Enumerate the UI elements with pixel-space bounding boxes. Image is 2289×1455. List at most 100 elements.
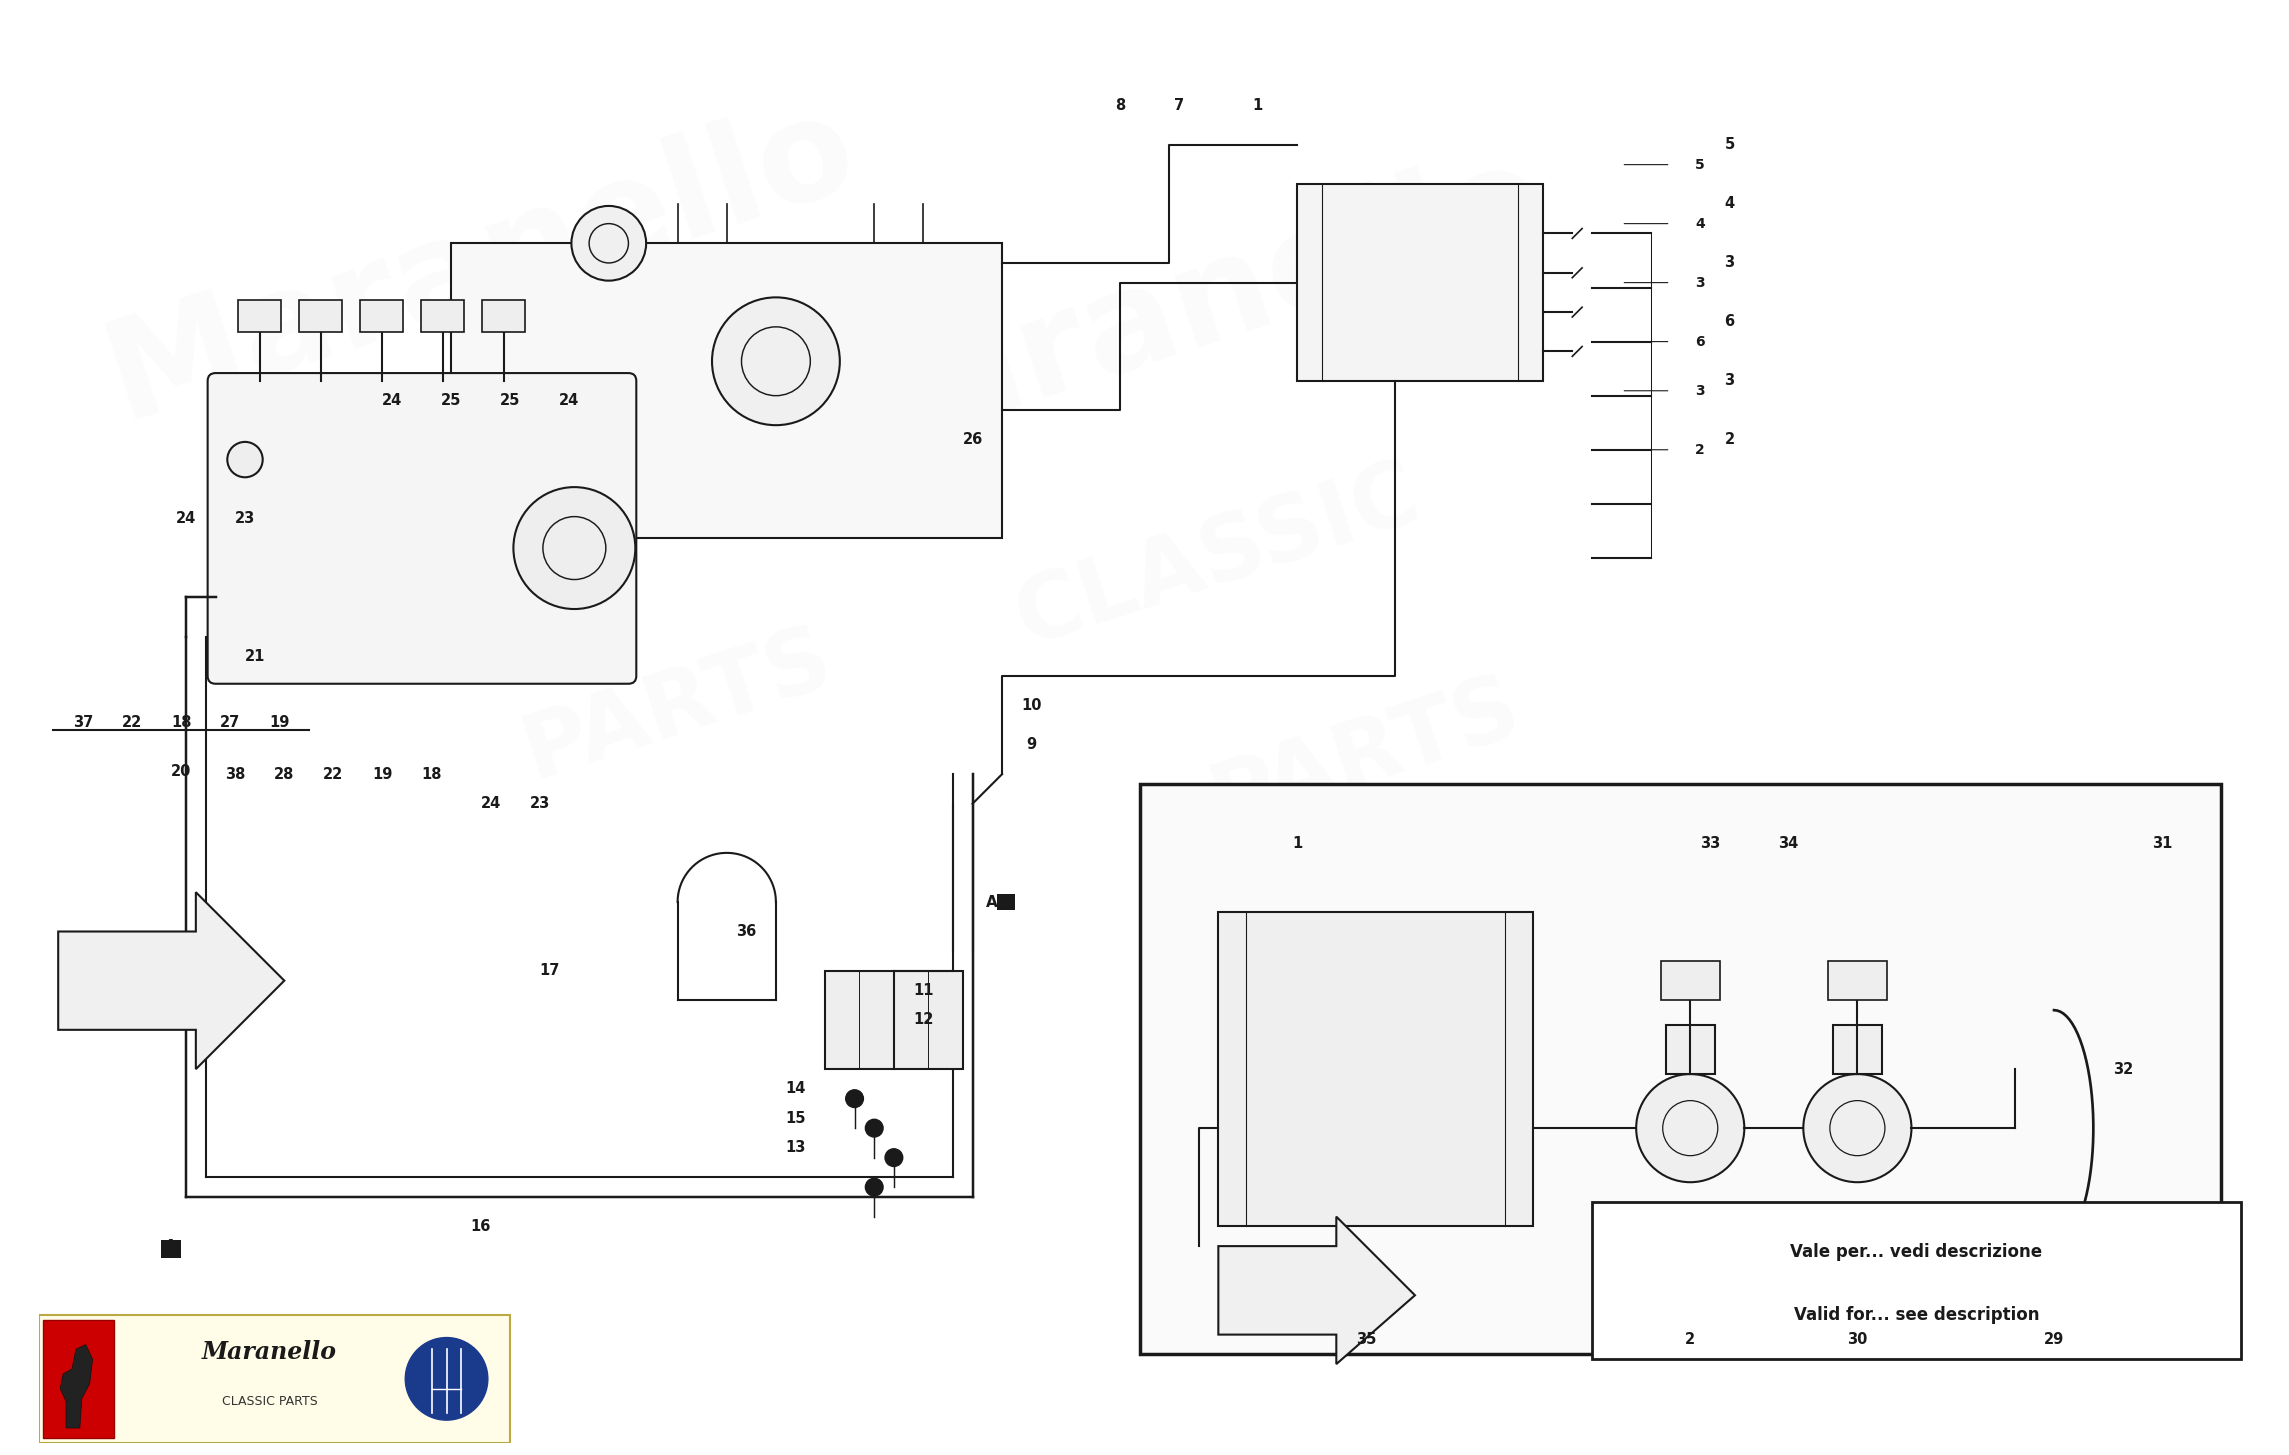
Text: CLASSIC PARTS: CLASSIC PARTS bbox=[222, 1395, 318, 1408]
Text: 13: 13 bbox=[785, 1141, 806, 1155]
Text: Maranello: Maranello bbox=[89, 79, 872, 447]
Text: 6: 6 bbox=[1696, 335, 1705, 349]
Circle shape bbox=[227, 442, 263, 477]
Text: 21: 21 bbox=[245, 649, 266, 663]
Text: 20: 20 bbox=[172, 764, 192, 780]
Text: 28: 28 bbox=[275, 767, 295, 781]
Bar bbox=[483, 300, 524, 332]
Circle shape bbox=[865, 1179, 884, 1196]
Bar bbox=[421, 300, 465, 332]
FancyBboxPatch shape bbox=[208, 372, 636, 684]
Text: 3: 3 bbox=[1724, 374, 1735, 388]
Text: 1: 1 bbox=[1291, 835, 1302, 851]
Text: 16: 16 bbox=[472, 1219, 492, 1234]
Text: 34: 34 bbox=[1779, 835, 1799, 851]
Bar bbox=[39, 1315, 510, 1443]
Bar bbox=[359, 300, 403, 332]
Text: 6: 6 bbox=[1724, 314, 1735, 329]
Bar bbox=[1140, 784, 2220, 1355]
Text: 4: 4 bbox=[1724, 196, 1735, 211]
Text: 9: 9 bbox=[1025, 738, 1037, 752]
Text: 26: 26 bbox=[961, 432, 982, 448]
Bar bbox=[238, 300, 282, 332]
Bar bbox=[1298, 185, 1543, 381]
Bar bbox=[300, 300, 343, 332]
Circle shape bbox=[1637, 1074, 1744, 1183]
Bar bbox=[1666, 1024, 1714, 1074]
Text: CLASSIC: CLASSIC bbox=[1005, 451, 1431, 665]
Text: 18: 18 bbox=[172, 714, 192, 730]
Text: 30: 30 bbox=[1847, 1331, 1868, 1347]
Bar bbox=[1833, 1024, 1882, 1074]
Polygon shape bbox=[451, 243, 1003, 538]
Bar bbox=[1218, 912, 1534, 1227]
Text: 18: 18 bbox=[421, 767, 442, 781]
Text: 22: 22 bbox=[121, 714, 142, 730]
Text: 23: 23 bbox=[236, 511, 254, 527]
Text: PARTS: PARTS bbox=[513, 614, 842, 797]
Text: 19: 19 bbox=[270, 714, 291, 730]
Text: 2: 2 bbox=[1724, 432, 1735, 448]
Bar bbox=[998, 895, 1014, 909]
Text: 27: 27 bbox=[220, 714, 240, 730]
Bar bbox=[1591, 1202, 2241, 1359]
Circle shape bbox=[886, 1149, 902, 1167]
Text: 2: 2 bbox=[1696, 442, 1705, 457]
Bar bbox=[43, 1320, 114, 1438]
Text: 3: 3 bbox=[1696, 384, 1705, 397]
Bar bbox=[163, 1240, 181, 1259]
Text: 7: 7 bbox=[1174, 97, 1183, 113]
Text: 3: 3 bbox=[1696, 275, 1705, 290]
Text: 14: 14 bbox=[785, 1081, 806, 1096]
Polygon shape bbox=[1218, 1216, 1415, 1365]
Text: PARTS: PARTS bbox=[1199, 663, 1531, 845]
Text: 24: 24 bbox=[559, 393, 579, 407]
Text: 22: 22 bbox=[323, 767, 343, 781]
Circle shape bbox=[405, 1337, 488, 1420]
Circle shape bbox=[513, 487, 636, 610]
Text: 31: 31 bbox=[2152, 835, 2172, 851]
Text: 11: 11 bbox=[913, 984, 934, 998]
Text: 38: 38 bbox=[224, 767, 245, 781]
Text: CLASSIC: CLASSIC bbox=[318, 402, 744, 615]
Circle shape bbox=[1804, 1074, 1911, 1183]
Text: 17: 17 bbox=[540, 963, 561, 978]
Text: 24: 24 bbox=[382, 393, 403, 407]
Text: 24: 24 bbox=[481, 796, 501, 812]
Polygon shape bbox=[60, 1344, 92, 1427]
Polygon shape bbox=[57, 892, 284, 1069]
Text: 5: 5 bbox=[1724, 137, 1735, 153]
Text: 23: 23 bbox=[529, 796, 549, 812]
Circle shape bbox=[865, 1119, 884, 1136]
Text: Valid for... see description: Valid for... see description bbox=[1795, 1307, 2039, 1324]
Text: A: A bbox=[987, 895, 998, 909]
Bar bbox=[1829, 960, 1886, 1001]
Text: 19: 19 bbox=[373, 767, 394, 781]
Text: 24: 24 bbox=[176, 511, 197, 527]
Text: 3: 3 bbox=[1724, 256, 1735, 271]
Text: 10: 10 bbox=[1021, 698, 1041, 713]
Text: 36: 36 bbox=[737, 924, 758, 938]
Circle shape bbox=[572, 207, 645, 281]
Text: 4: 4 bbox=[1696, 217, 1705, 231]
Text: 33: 33 bbox=[1701, 835, 1719, 851]
Bar bbox=[1140, 784, 2220, 1355]
Text: 15: 15 bbox=[785, 1110, 806, 1126]
Bar bbox=[824, 970, 964, 1069]
Text: 8: 8 bbox=[1115, 97, 1126, 113]
Text: Vale per... vedi descrizione: Vale per... vedi descrizione bbox=[1790, 1243, 2042, 1261]
Text: 1: 1 bbox=[1252, 97, 1264, 113]
Circle shape bbox=[712, 297, 840, 425]
Text: 25: 25 bbox=[442, 393, 462, 407]
Circle shape bbox=[845, 1090, 863, 1107]
Text: 12: 12 bbox=[913, 1013, 934, 1027]
Text: Maranello: Maranello bbox=[201, 1340, 336, 1365]
Text: A: A bbox=[165, 1238, 176, 1254]
Text: Maranello: Maranello bbox=[778, 128, 1559, 496]
Text: 5: 5 bbox=[1696, 157, 1705, 172]
Text: 29: 29 bbox=[2044, 1331, 2065, 1347]
Bar bbox=[1662, 960, 1719, 1001]
Text: 35: 35 bbox=[1355, 1331, 1376, 1347]
Text: 25: 25 bbox=[501, 393, 520, 407]
Text: 37: 37 bbox=[73, 714, 94, 730]
